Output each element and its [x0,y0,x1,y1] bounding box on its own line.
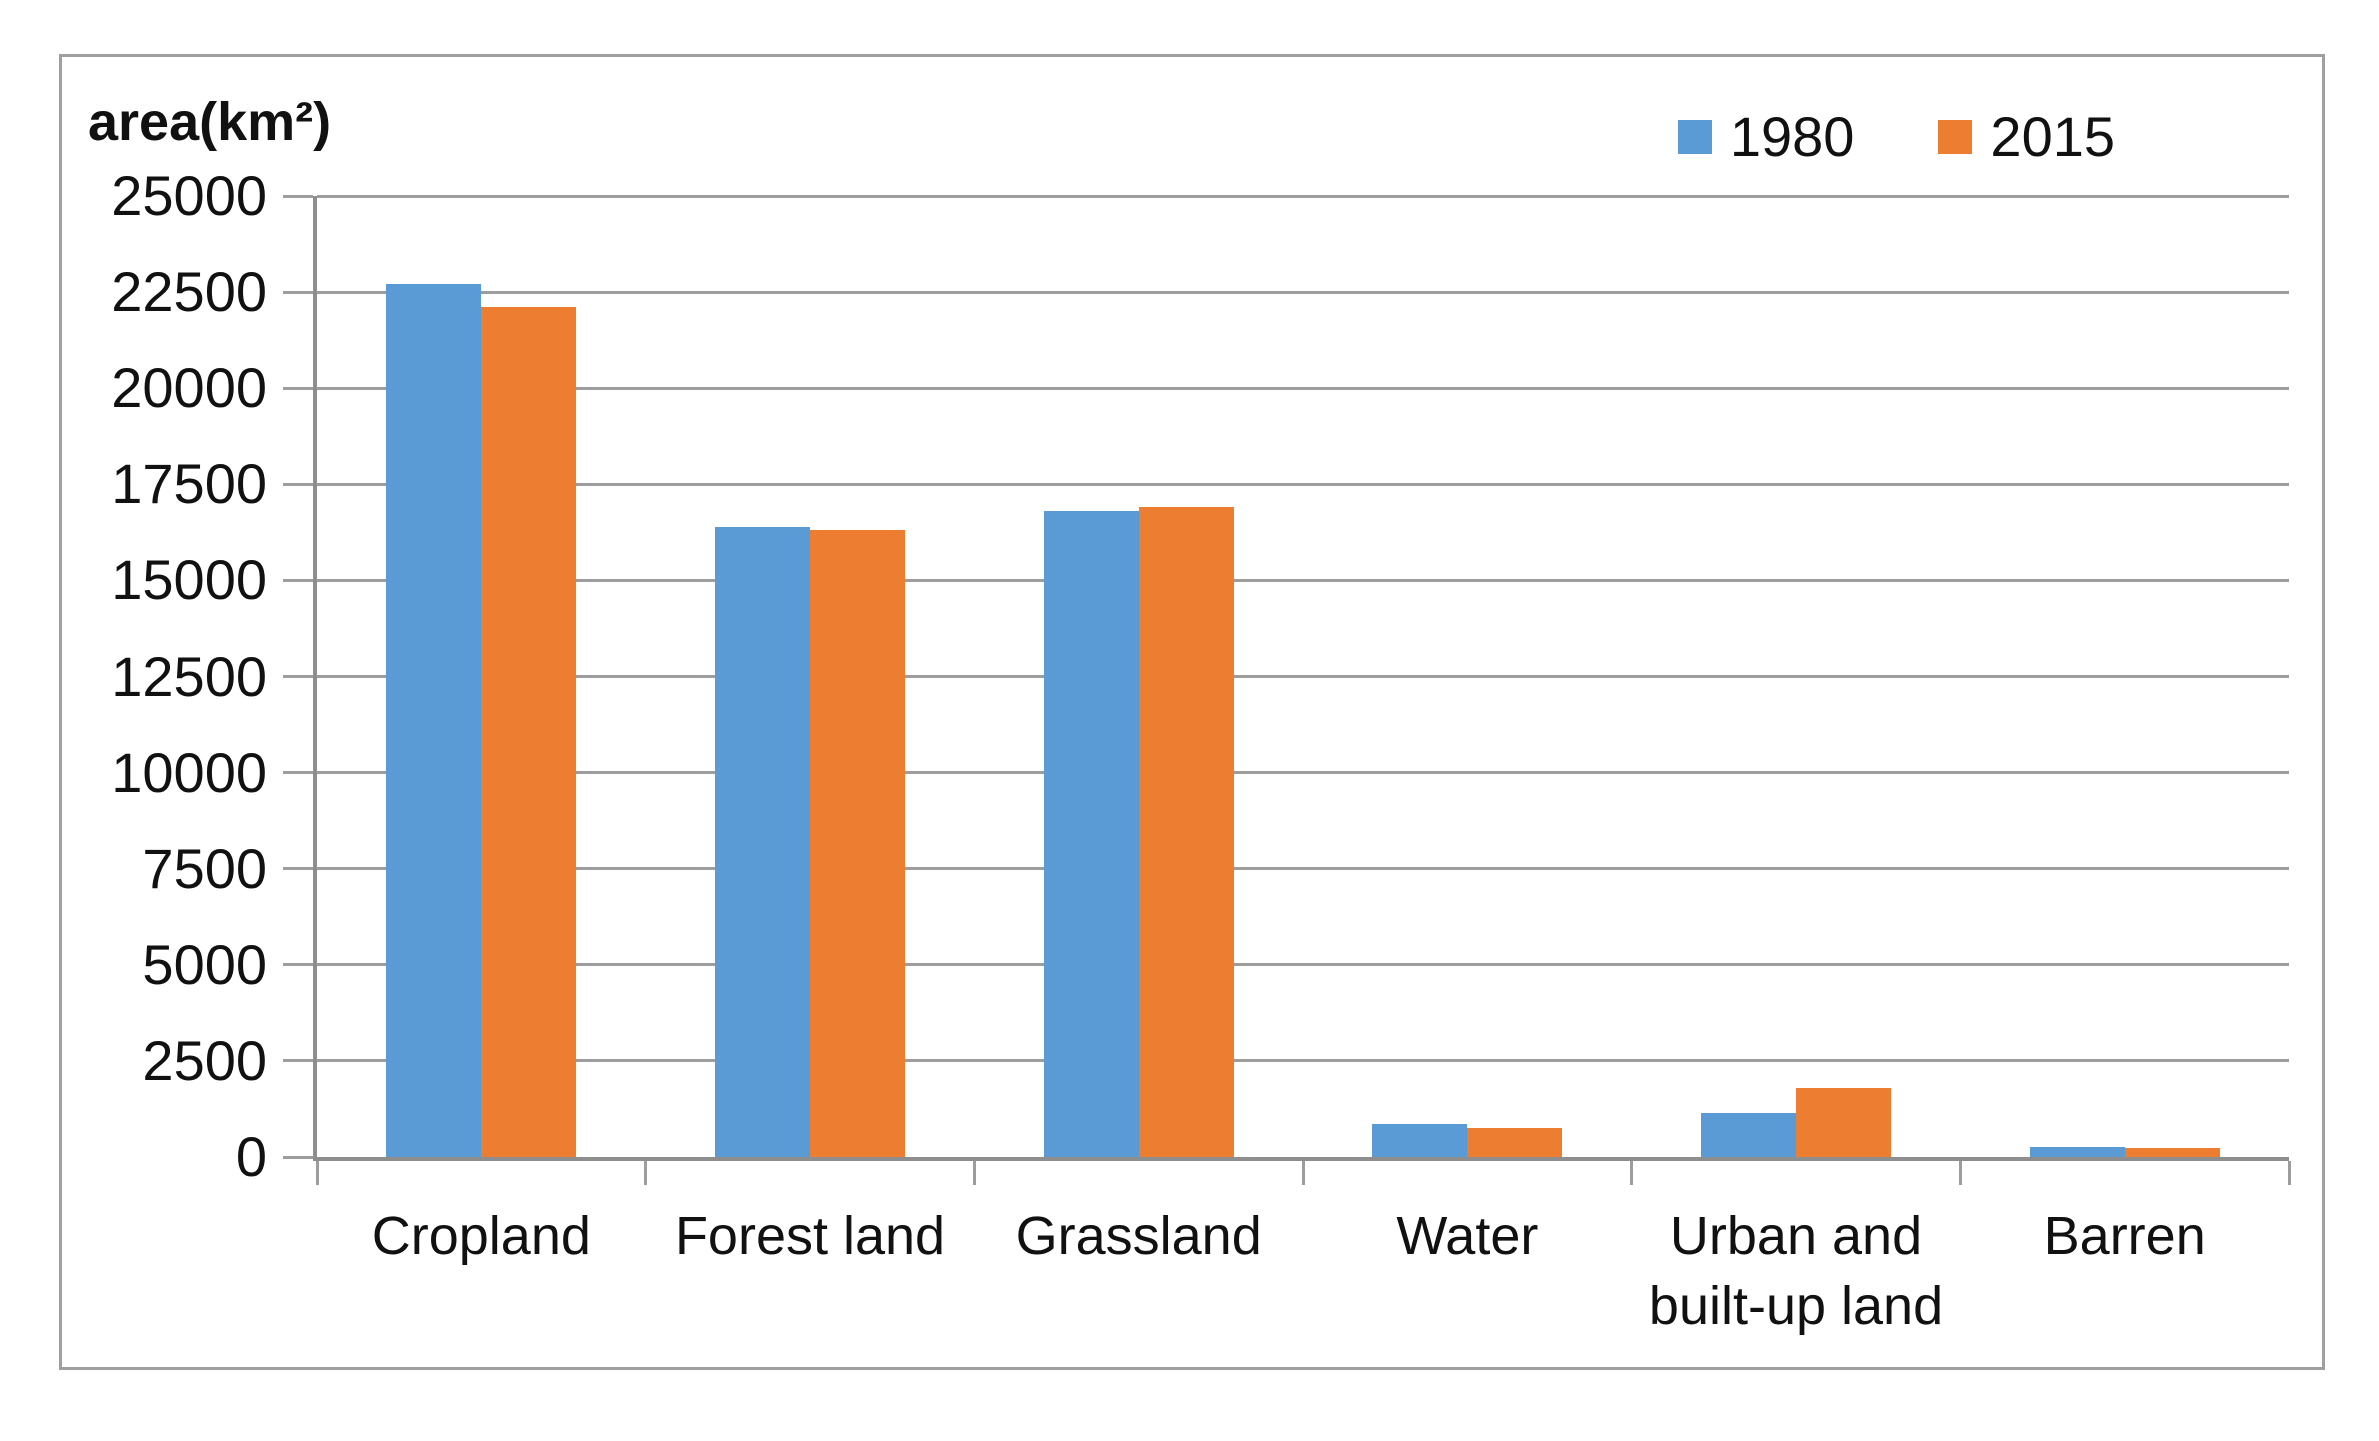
gridline-7500 [317,867,2289,871]
gridline-22500 [317,290,2289,294]
gridline-10000 [317,771,2289,775]
x-axis-tick-2 [972,1161,976,1185]
y-tick-label: 22500 [111,260,267,324]
y-axis-tick-25000 [283,194,313,198]
plot-area: 0 2500 5000 7500 10000 12500 15000 17500 20000 22… [111,168,2291,1336]
x-axis-tick-3 [1301,1161,1305,1185]
bar-1980-cropland [386,284,482,1157]
bar-2015-grassland [1138,507,1234,1157]
gridline-15000 [317,578,2289,582]
y-tick-label: 25000 [111,164,267,227]
gridline-17500 [317,482,2289,486]
y-axis-tick-10000 [283,771,313,775]
legend-label-1980: 1980 [1729,105,1855,168]
x-category-label: Grassland [1015,1206,1262,1266]
y-axis-tick-15000 [283,578,313,582]
bar-2015-urban-and-built-up-land [1796,1087,1892,1157]
y-tick-label: 7500 [142,836,267,900]
legend: 1980 2015 [1677,105,2115,168]
legend-swatch-2015 [1938,120,1973,154]
legend-swatch-1980 [1677,120,1712,154]
y-tick-label: 2500 [142,1028,267,1092]
x-category-label: Water [1396,1206,1539,1266]
y-axis-tick-20000 [283,386,313,390]
y-tick-label: 0 [235,1125,267,1188]
y-tick-label: 10000 [111,740,267,804]
bar-1980-urban-and-built-up-land [1701,1112,1797,1157]
y-tick-label: 17500 [111,452,267,516]
bar-2015-forest-land [810,530,905,1157]
gridline-5000 [317,963,2289,967]
y-axis-tick-5000 [283,963,313,967]
bars-layer [317,196,2289,1157]
y-tick-label: 20000 [111,356,267,420]
x-axis-labels: Cropland Forest land Grassland Water Urban a… [317,1201,2289,1341]
y-tick-label: 5000 [142,932,267,996]
bar-2015-water [1467,1128,1563,1157]
bar-2015-barren [2124,1148,2220,1157]
y-tick-label: 15000 [111,548,267,612]
x-category-label: Forest land [674,1206,946,1266]
category-grassland [974,196,1303,1157]
legend-label-2015: 2015 [1990,105,2115,168]
y-axis-tick-17500 [283,482,313,486]
bar-1980-grassland [1043,511,1139,1157]
category-water [1303,196,1632,1157]
gridline-2500 [317,1059,2289,1063]
y-axis-tick-0 [283,1155,313,1159]
y-axis-tick-12500 [283,675,313,678]
bar-1980-water [1372,1124,1468,1157]
x-category-label: Urban and built-up land [1648,1206,1944,1337]
category-barren [1960,196,2289,1157]
y-axis-tick-2500 [283,1059,313,1063]
y-axis-tick-7500 [283,867,313,871]
y-tick-label: 12500 [111,644,267,708]
x-category-label: Barren [2043,1206,2206,1266]
x-category-label: Cropland [371,1206,591,1266]
bar-1980-forest-land [715,526,810,1157]
gridline-25000 [317,194,2289,198]
y-axis-tick-22500 [283,290,313,294]
category-cropland [317,196,646,1157]
legend-item-2015: 2015 [1938,109,2115,165]
x-axis-tick-0 [315,1161,319,1185]
bar-2015-cropland [481,307,577,1157]
legend-item-1980: 1980 [1677,105,1855,168]
category-forest-land [646,196,975,1157]
x-axis-tick-4 [1630,1161,1634,1185]
chart-title: area(km²) [88,92,332,152]
bar-1980-barren [2029,1147,2125,1157]
category-urban-and-built-up-land [1632,196,1961,1157]
x-axis-tick-1 [644,1161,648,1185]
gridline-20000 [317,386,2289,390]
gridline-12500 [317,675,2289,678]
x-axis-tick-5 [1958,1161,1962,1185]
x-axis-tick-6 [2287,1161,2291,1185]
chart-frame: area(km²) 1980 2015 0 2500 5000 7500 10000 125… [59,54,2325,1370]
